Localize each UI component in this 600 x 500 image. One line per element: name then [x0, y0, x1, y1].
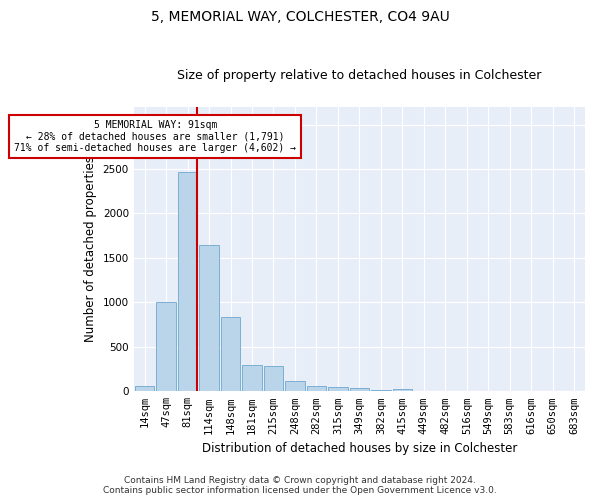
- Bar: [350, 388, 369, 392]
- Bar: [242, 365, 262, 392]
- Bar: [157, 302, 176, 392]
- Bar: [264, 366, 283, 392]
- Text: Contains HM Land Registry data © Crown copyright and database right 2024.
Contai: Contains HM Land Registry data © Crown c…: [103, 476, 497, 495]
- Bar: [393, 389, 412, 392]
- Bar: [286, 381, 305, 392]
- Y-axis label: Number of detached properties: Number of detached properties: [84, 156, 97, 342]
- Bar: [221, 316, 240, 392]
- Bar: [328, 387, 347, 392]
- Bar: [371, 390, 391, 392]
- Bar: [307, 386, 326, 392]
- Bar: [199, 244, 219, 392]
- Bar: [135, 386, 154, 392]
- X-axis label: Distribution of detached houses by size in Colchester: Distribution of detached houses by size …: [202, 442, 517, 455]
- Text: 5, MEMORIAL WAY, COLCHESTER, CO4 9AU: 5, MEMORIAL WAY, COLCHESTER, CO4 9AU: [151, 10, 449, 24]
- Text: 5 MEMORIAL WAY: 91sqm
← 28% of detached houses are smaller (1,791)
71% of semi-d: 5 MEMORIAL WAY: 91sqm ← 28% of detached …: [14, 120, 296, 154]
- Bar: [178, 172, 197, 392]
- Title: Size of property relative to detached houses in Colchester: Size of property relative to detached ho…: [177, 69, 542, 82]
